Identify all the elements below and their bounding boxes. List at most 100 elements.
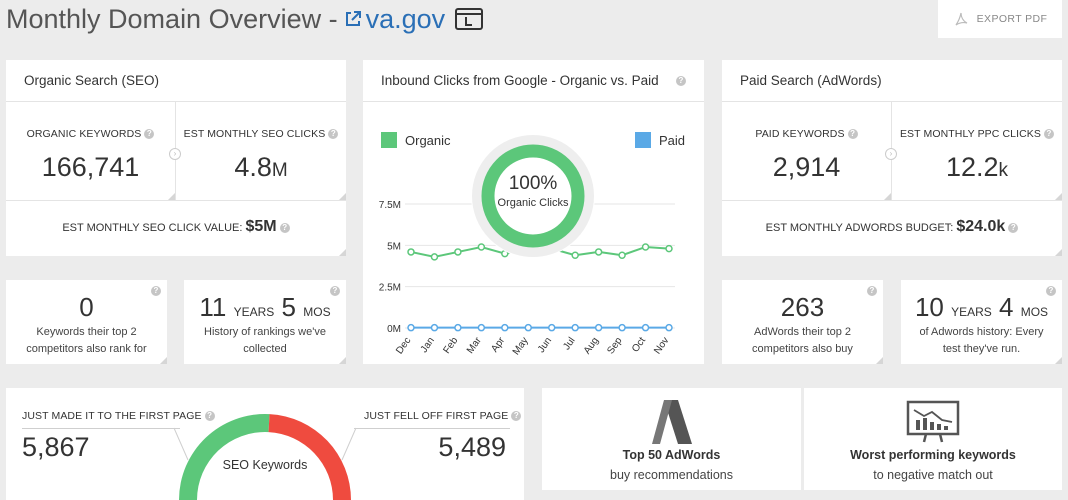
help-icon[interactable]: ? <box>279 223 290 234</box>
adwords-budget-value: $24.0k <box>956 218 1006 235</box>
data-point-organic <box>665 244 673 253</box>
series-line-organic <box>410 245 670 258</box>
donut-label: Organic Clicks <box>497 197 569 209</box>
gauge-gain-arc <box>179 414 270 500</box>
help-icon[interactable]: ? <box>847 129 858 140</box>
data-point-paid <box>501 323 509 332</box>
data-point-organic <box>430 253 439 261</box>
leader-line-right <box>341 427 357 461</box>
help-icon[interactable]: ? <box>151 286 161 296</box>
help-icon[interactable]: ? <box>867 286 877 296</box>
legend-organic: Organic <box>381 132 451 148</box>
export-pdf-label: EXPORT PDF <box>976 13 1048 25</box>
adwords-history-text: of Adwords history: Every test they've ru… <box>919 326 1044 355</box>
help-icon[interactable]: ? <box>330 286 340 296</box>
legend-swatch-paid <box>635 132 651 148</box>
declining-chart-icon <box>906 400 960 443</box>
adwords-budget-row: EST MONTHLY ADWORDS BUDGET: $24.0k ? <box>722 218 1062 236</box>
y-tick-label: 2.5M <box>379 283 401 294</box>
x-tick-label: Dec <box>394 335 413 356</box>
paid-keywords-value: 2,914 <box>772 152 841 182</box>
data-point-organic <box>501 249 509 258</box>
data-point-organic <box>407 248 415 256</box>
x-tick-label: Jul <box>561 335 577 352</box>
seo-click-value-row: EST MONTHLY SEO CLICK VALUE: $5M ? <box>6 218 346 236</box>
donut-percent: 100% <box>508 173 558 194</box>
adwords-history-card: ? 10 YEARS 4 MOS of Adwords history: Eve… <box>901 280 1062 364</box>
seo-clicks-label: EST MONTHLY SEO CLICKS ? <box>176 128 346 140</box>
adwords-logo-icon <box>652 400 692 444</box>
x-tick-label: Jun <box>536 335 554 355</box>
worst-keywords-subtitle: to negative match out <box>873 468 993 482</box>
worst-keywords-title: Worst performing keywords <box>850 448 1016 462</box>
help-icon[interactable]: ? <box>144 129 155 140</box>
external-link-icon <box>345 11 361 26</box>
export-pdf-button[interactable]: EXPORT PDF <box>938 0 1062 38</box>
competitor-keywords-card: ? 0 Keywords their top 2 competitors also… <box>6 280 167 364</box>
data-point-paid <box>618 323 626 332</box>
card-heading: Organic Search (SEO) <box>6 60 346 102</box>
data-point-paid <box>454 323 462 332</box>
page-title: Monthly Domain Overview - <box>6 3 338 34</box>
data-point-paid <box>524 323 533 332</box>
card-heading: Inbound Clicks from Google - Organic vs.… <box>363 60 704 102</box>
worst-keywords-tile[interactable]: Worst performing keywords to negative ma… <box>804 388 1062 490</box>
seo-clicks-value: 4.8M <box>234 152 288 182</box>
x-tick-label: Jan <box>419 335 437 355</box>
x-tick-label: Mar <box>465 335 484 356</box>
data-point-paid <box>477 323 486 332</box>
x-tick-label: Aug <box>582 335 601 356</box>
data-point-organic <box>594 248 603 256</box>
data-point-paid <box>407 323 415 332</box>
data-point-organic <box>571 251 579 260</box>
adwords-competitors-value: 263 <box>780 292 825 322</box>
competitor-keywords-value: 0 <box>79 292 94 322</box>
x-tick-label: Nov <box>652 335 671 356</box>
help-icon[interactable]: ? <box>328 129 339 140</box>
organic-keywords-label: ORGANIC KEYWORDS ? <box>6 128 175 140</box>
ranking-history-value: 11 YEARS 5 MOS <box>199 292 331 322</box>
page-title-row: Monthly Domain Overview - va.gov <box>6 2 484 36</box>
arrow-right-icon: › <box>885 148 897 160</box>
top-adwords-subtitle: buy recommendations <box>610 468 733 482</box>
y-tick-label: 7.5M <box>379 200 401 211</box>
adwords-competitors-text: AdWords their top 2 competitors also buy <box>752 326 853 355</box>
help-icon[interactable]: ? <box>1046 286 1056 296</box>
paid-search-card: Paid Search (AdWords) › PAID KEYWORDS ? … <box>722 60 1062 256</box>
data-point-organic <box>547 244 556 253</box>
data-point-paid <box>571 323 579 332</box>
donut-center-text: 100% Organic Clicks <box>468 173 598 209</box>
first-page-card: JUST MADE IT TO THE FIRST PAGE ? 5,867 J… <box>6 388 524 500</box>
x-tick-label: Sep <box>605 335 624 356</box>
inbound-clicks-card: Inbound Clicks from Google - Organic vs.… <box>363 60 704 364</box>
x-tick-label: Apr <box>489 335 507 355</box>
data-point-organic <box>641 243 650 251</box>
x-tick-label: May <box>511 335 531 357</box>
help-icon[interactable]: ? <box>1044 129 1055 140</box>
data-point-paid <box>547 323 556 332</box>
ranking-history-text: History of rankings we've collected <box>204 326 326 355</box>
help-icon[interactable]: ? <box>1008 223 1019 234</box>
help-icon[interactable]: ? <box>511 411 522 422</box>
paid-keywords-label: PAID KEYWORDS ? <box>722 128 891 140</box>
domain-link[interactable]: va.gov <box>344 4 445 35</box>
data-point-paid <box>594 323 603 332</box>
browser-window-icon[interactable] <box>455 8 484 30</box>
just-fell-off-value: 5,489 <box>438 432 506 462</box>
data-point-paid <box>665 323 673 332</box>
data-point-paid <box>641 323 650 332</box>
just-made-first-page-value: 5,867 <box>22 432 90 462</box>
help-icon[interactable]: ? <box>204 411 215 422</box>
top-adwords-tile[interactable]: Top 50 AdWords buy recommendations <box>542 388 801 490</box>
leader-line-left <box>173 427 189 461</box>
data-point-organic <box>477 243 486 251</box>
organic-search-card: Organic Search (SEO) › ORGANIC KEYWORDS … <box>6 60 346 256</box>
ppc-clicks-label: EST MONTHLY PPC CLICKS ? <box>892 128 1062 140</box>
competitor-keywords-text: Keywords their top 2 competitors also ran… <box>26 326 147 355</box>
y-tick-label: 0M <box>387 324 401 335</box>
seo-click-value: $5M <box>245 218 277 235</box>
legend-swatch-organic <box>381 132 397 148</box>
data-point-organic <box>618 251 626 260</box>
help-icon[interactable]: ? <box>676 76 686 86</box>
gauge-label: SEO Keywords <box>222 458 308 472</box>
